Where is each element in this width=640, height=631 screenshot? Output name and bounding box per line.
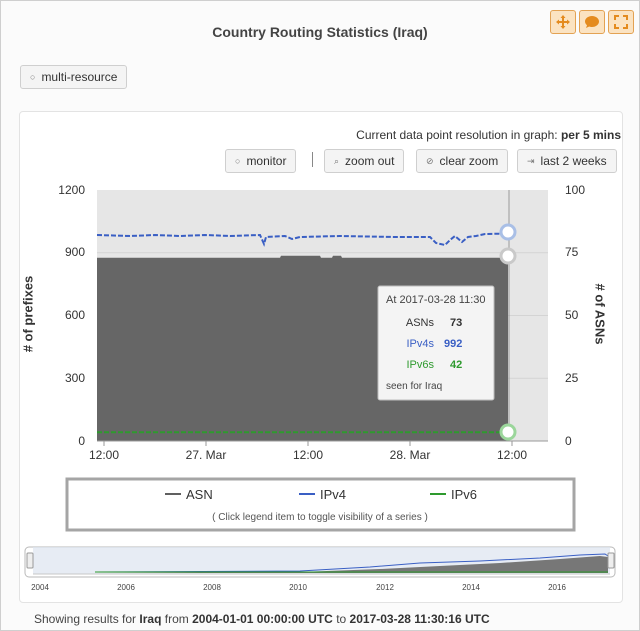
multi-resource-label: multi-resource [41, 70, 118, 84]
navigator-left-handle[interactable] [26, 552, 34, 569]
monitor-button[interactable]: ○ monitor [225, 149, 297, 173]
x-tick-4: 12:00 [497, 448, 527, 462]
right-axis-ticks: 100 75 50 25 0 [565, 183, 585, 448]
x-tick-0: 12:00 [89, 448, 119, 462]
right-tick-0: 0 [565, 434, 572, 448]
navigator-ipv4-line [94, 553, 609, 573]
tooltip-ipv4-label: IPv4s [406, 338, 434, 350]
resolution-note: Current data point resolution in graph: … [356, 128, 621, 142]
results-summary: Showing results for Iraq from 2004-01-01… [34, 612, 490, 626]
last-2-weeks-label: last 2 weeks [540, 154, 607, 168]
legend-label-ipv4: IPv4 [320, 487, 346, 502]
legend-item-ipv6[interactable]: IPv6 [430, 487, 477, 502]
tooltip-ipv6-label: IPv6s [406, 359, 434, 371]
right-tick-25: 25 [565, 371, 579, 385]
left-tick-300: 300 [65, 371, 85, 385]
clear-icon: ⊘ [426, 155, 434, 166]
legend-item-ipv4[interactable]: IPv4 [299, 487, 346, 502]
multi-resource-button[interactable]: ○ multi-resource [20, 65, 128, 89]
resolution-value: per 5 mins [560, 128, 621, 142]
navigator-year-2008: 2008 [203, 583, 221, 592]
legend-label-asn: ASN [186, 487, 213, 502]
tooltip-footer: seen for Iraq [386, 381, 442, 392]
navigator-right-handle[interactable] [607, 552, 615, 569]
tooltip-asn-value: 73 [450, 317, 462, 329]
toolbar-separator [312, 152, 313, 167]
navigator-year-2006: 2006 [117, 583, 135, 592]
zoom-out-label: zoom out [345, 154, 395, 168]
x-tick-2: 12:00 [293, 448, 323, 462]
widget-title: Country Routing Statistics (Iraq) [212, 24, 428, 40]
chart-legend: ASN IPv4 IPv6 ( Click legend item to tog… [65, 477, 576, 532]
results-from-word: from [164, 612, 189, 626]
tooltip-box [377, 285, 495, 401]
widget-controls [550, 10, 634, 34]
asn-point[interactable] [499, 247, 517, 265]
navigator-year-2010: 2010 [289, 583, 307, 592]
results-start: 2004-01-01 00:00:00 UTC [192, 612, 333, 626]
left-axis-ticks: 1200 900 600 300 0 [58, 183, 85, 448]
left-tick-1200: 1200 [58, 183, 85, 197]
navigator-year-2016: 2016 [548, 583, 566, 592]
clear-zoom-label: clear zoom [439, 154, 499, 168]
circle-icon: ○ [235, 156, 241, 166]
left-tick-0: 0 [78, 434, 85, 448]
ipv6-point[interactable] [499, 423, 517, 441]
left-tick-600: 600 [65, 308, 85, 322]
legend-item-asn[interactable]: ASN [165, 487, 213, 502]
navigator-year-2004: 2004 [31, 583, 49, 592]
last-2-weeks-button[interactable]: ⇥ last 2 weeks [517, 149, 617, 173]
resolution-prefix: Current data point resolution in graph: [356, 128, 558, 142]
hover-tooltip: At 2017-03-28 11:30 ASNs 73 IPv4s 992 IP… [377, 285, 495, 401]
tooltip-ipv6-value: 42 [450, 359, 462, 371]
move-icon[interactable] [550, 10, 576, 34]
results-end: 2017-03-28 11:30:16 UTC [349, 612, 490, 626]
results-country: Iraq [139, 612, 162, 626]
x-axis-ticks: 12:00 27. Mar 12:00 28. Mar 12:00 [89, 441, 527, 462]
results-to-word: to [336, 612, 347, 626]
tooltip-asn-label: ASNs [406, 317, 435, 329]
ipv4-line[interactable] [96, 232, 509, 247]
legend-box [65, 477, 576, 532]
x-tick-3: 28. Mar [390, 448, 431, 462]
navigator[interactable]: 2004 2006 2008 2010 2012 2014 2016 [24, 546, 616, 592]
fullscreen-icon[interactable] [608, 10, 634, 34]
circle-icon: ○ [30, 72, 36, 82]
legend-label-ipv6: IPv6 [451, 487, 477, 502]
tooltip-ipv4-value: 992 [444, 338, 462, 350]
x-tick-1: 27. Mar [186, 448, 227, 462]
navigator-year-2012: 2012 [376, 583, 394, 592]
jump-to-end-icon: ⇥ [527, 155, 535, 166]
legend-hint: ( Click legend item to toggle visibility… [212, 512, 428, 523]
navigator-year-2014: 2014 [462, 583, 480, 592]
comment-icon[interactable] [579, 10, 605, 34]
clear-zoom-button[interactable]: ⊘ clear zoom [416, 149, 509, 173]
zoom-out-icon: ⌕ [334, 155, 340, 166]
monitor-label: monitor [246, 154, 287, 168]
right-tick-75: 75 [565, 245, 579, 259]
right-tick-50: 50 [565, 308, 579, 322]
ipv4-point[interactable] [499, 223, 517, 241]
right-tick-100: 100 [565, 183, 585, 197]
zoom-out-button[interactable]: ⌕ zoom out [324, 149, 405, 173]
results-prefix: Showing results for [34, 612, 137, 626]
navigator-asn-area [95, 556, 608, 573]
tooltip-title: At 2017-03-28 11:30 [386, 294, 485, 306]
left-tick-900: 900 [65, 245, 85, 259]
